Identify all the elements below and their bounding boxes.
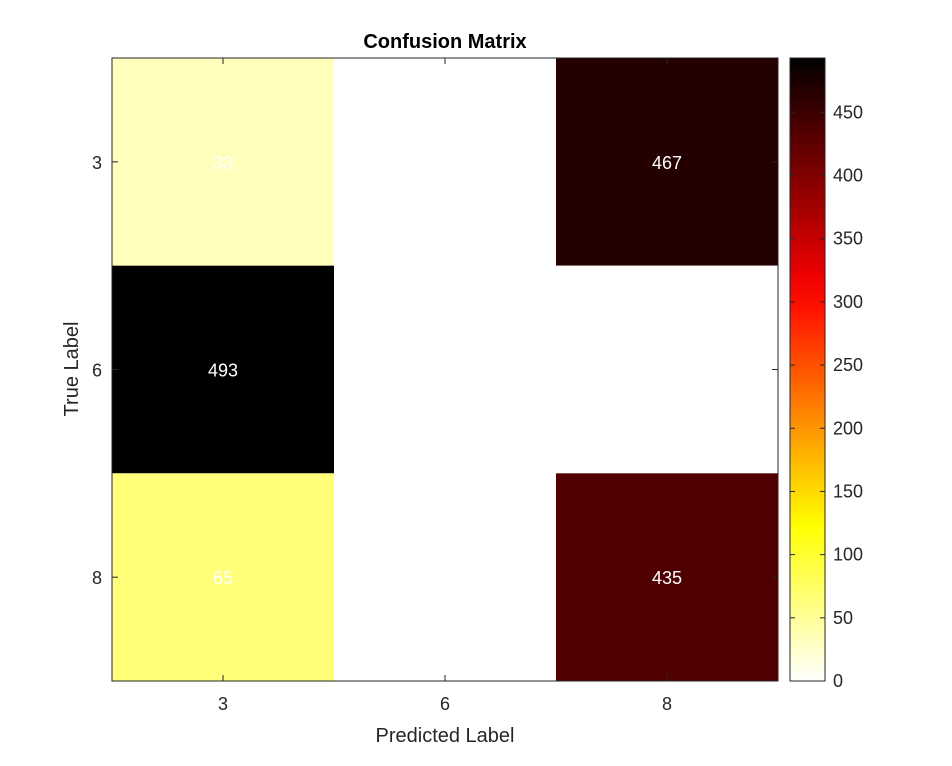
heatmap-cells (112, 58, 778, 681)
heatmap-cell-3-6 (334, 58, 556, 266)
cell-value-labels: 33 467 493 65 435 (208, 153, 682, 588)
colorbar-tick-label: 300 (833, 292, 863, 312)
x-axis-label: Predicted Label (376, 725, 515, 747)
colorbar-ticks: 0 50 100 150 200 250 300 350 400 450 (790, 102, 863, 691)
cell-label-3-8: 467 (652, 153, 682, 173)
colorbar-tick-label: 350 (833, 229, 863, 249)
colorbar-tick-label: 100 (833, 545, 863, 565)
heatmap-cell-6-8 (556, 265, 778, 474)
colorbar (789, 57, 826, 682)
colorbar-tick-label: 50 (833, 608, 853, 628)
heatmap-cell-8-3 (112, 473, 334, 681)
colorbar-tick-label: 450 (833, 102, 863, 122)
cell-label-6-3: 493 (208, 361, 238, 381)
chart-title: Confusion Matrix (363, 31, 526, 53)
colorbar-tick-label: 150 (833, 481, 863, 501)
cell-label-8-3: 65 (213, 568, 233, 588)
cell-label-8-8: 435 (652, 568, 682, 588)
x-tick-label: 6 (440, 694, 450, 714)
heatmap-cell-6-6 (334, 265, 556, 474)
x-tick-label: 8 (662, 694, 672, 714)
y-tick-label: 6 (92, 361, 102, 381)
colorbar-tick-label: 250 (833, 355, 863, 375)
colorbar-tick-label: 200 (833, 418, 863, 438)
y-axis-label: True Label (61, 322, 83, 417)
x-axis-ticks: 3 6 8 (218, 58, 672, 714)
heatmap-cell-8-8 (556, 473, 778, 681)
y-axis-ticks: 3 6 8 (92, 153, 778, 588)
heatmap-cell-3-8 (556, 58, 778, 266)
y-tick-label: 8 (92, 568, 102, 588)
heatmap-cell-8-6 (334, 473, 556, 681)
cell-label-3-3: 33 (213, 153, 233, 173)
heatmap-cell-6-3 (112, 265, 334, 474)
colorbar-tick-label: 400 (833, 166, 863, 186)
y-tick-label: 3 (92, 153, 102, 173)
colorbar-tick-label: 0 (833, 671, 843, 691)
x-tick-label: 3 (218, 694, 228, 714)
heatmap-cell-3-3 (112, 58, 334, 266)
